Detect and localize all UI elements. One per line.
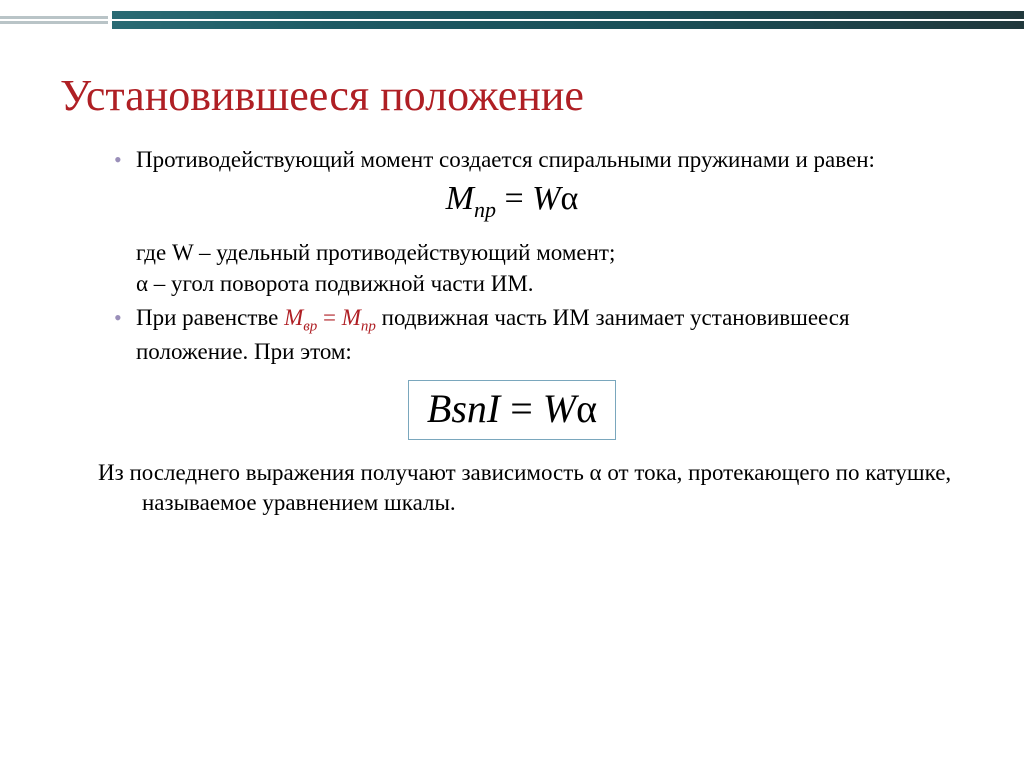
- formula-W: W: [532, 180, 560, 217]
- where-line: где W – удельный противодействующий моме…: [136, 238, 964, 268]
- bullet-item-1: Противодействующий момент создается спир…: [136, 145, 964, 299]
- Mpr-sub: пр: [361, 319, 376, 335]
- eq-sign: =: [317, 305, 341, 330]
- slide-title: Установившееся положение: [60, 70, 964, 121]
- f2-left: BsnI: [427, 386, 500, 431]
- equality-emphasis: Мвр = Мпр: [284, 305, 376, 330]
- bullet1-text: Противодействующий момент создается спир…: [136, 147, 875, 172]
- f2-eq: =: [500, 386, 543, 431]
- f2-W: W: [543, 386, 576, 431]
- formula-mpr: Mпр = Wα: [60, 175, 964, 238]
- f2-alpha: α: [576, 386, 597, 431]
- bullet-list: Противодействующий момент создается спир…: [136, 145, 964, 440]
- formula-M-sub: пр: [474, 197, 496, 222]
- header-decoration: [0, 0, 1024, 28]
- conclusion-wrap: Из последнего выражения получают зависим…: [60, 458, 964, 519]
- Mvr-sub: вр: [303, 319, 317, 335]
- Mvr: М: [284, 305, 303, 330]
- Mpr: М: [342, 305, 361, 330]
- formula-alpha: α: [561, 180, 579, 217]
- slide-body: Установившееся положение Противодействую…: [0, 0, 1024, 558]
- formula-M: M: [446, 180, 474, 217]
- formula-bsni: BsnI = Wα: [408, 380, 616, 440]
- deco-stripe-right: [112, 11, 1024, 29]
- formula-box-wrap: BsnI = Wα: [60, 380, 964, 440]
- content-area: Противодействующий момент создается спир…: [60, 145, 964, 518]
- formula-eq: =: [496, 180, 532, 217]
- bullet2-before: При равенстве: [136, 305, 284, 330]
- alpha-line: α – угол поворота подвижной части ИМ.: [136, 269, 964, 299]
- bullet-item-2: При равенстве Мвр = Мпр подвижная часть …: [136, 303, 964, 440]
- deco-stripe-left: [0, 16, 108, 24]
- conclusion-text: Из последнего выражения получают зависим…: [98, 458, 964, 519]
